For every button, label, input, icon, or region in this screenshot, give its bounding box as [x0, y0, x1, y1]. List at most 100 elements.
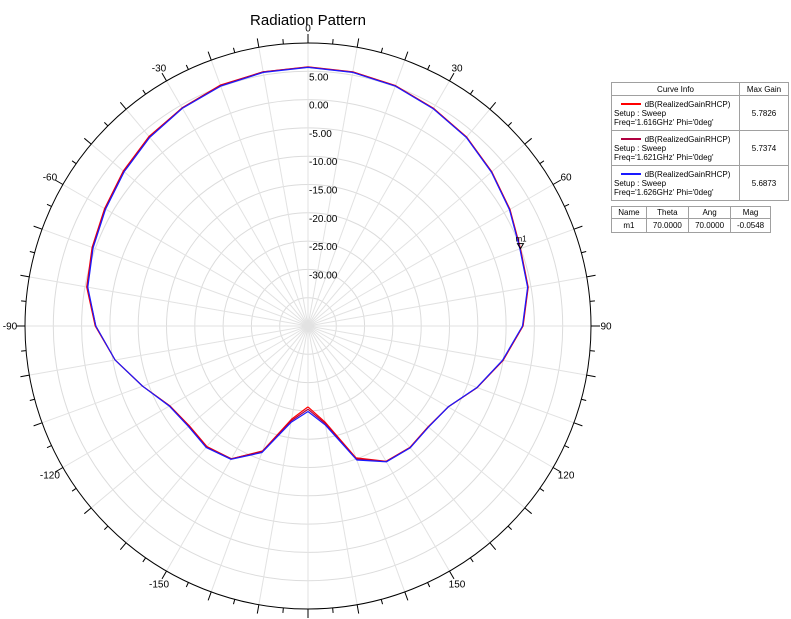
angle-tick	[54, 179, 64, 185]
grid-spoke	[307, 325, 450, 572]
polar-grid	[24, 42, 592, 610]
angle-tick	[586, 274, 596, 278]
angle-label: -90	[3, 322, 18, 333]
legend-freq: Freq='1.616GHz' Phi='0deg'	[614, 117, 714, 127]
grid-spoke	[307, 325, 587, 376]
angle-tick	[83, 507, 92, 515]
legend-entry: dB(RealizedGainRHCP) Setup : Sweep Freq=…	[611, 95, 740, 131]
angle-tick	[20, 374, 30, 378]
gain-curves	[86, 66, 529, 463]
grid-spoke	[41, 228, 309, 327]
marker-table: Name Theta Ang Mag m1 70.0000 70.0000 -0…	[611, 206, 771, 233]
angle-tick	[581, 398, 587, 402]
grid-spoke	[90, 325, 309, 509]
grid-spoke	[166, 325, 309, 572]
series-line-3	[87, 66, 529, 463]
grid-spoke	[125, 108, 309, 327]
angle-label: 0	[305, 24, 311, 35]
angle-tick	[564, 445, 570, 449]
grid-spoke	[62, 184, 309, 327]
angle-tick	[564, 203, 570, 207]
angle-tick	[29, 398, 35, 402]
angle-tick	[356, 604, 360, 614]
legend-row[interactable]: dB(RealizedGainRHCP) Setup : Sweep Freq=…	[611, 95, 789, 131]
grid-spoke	[90, 143, 309, 327]
legend-entry: dB(RealizedGainRHCP) Setup : Sweep Freq=…	[611, 130, 740, 166]
polar-tick-marks	[16, 34, 600, 618]
grid-spoke	[307, 325, 526, 509]
curve-info-header: Curve Info	[611, 82, 740, 96]
legend-row[interactable]: dB(RealizedGainRHCP) Setup : Sweep Freq=…	[611, 165, 789, 201]
grid-spoke	[307, 108, 491, 327]
grid-spoke	[29, 325, 309, 376]
angle-label: -150	[149, 580, 169, 591]
angle-tick	[103, 525, 109, 531]
grid-spoke	[307, 143, 526, 327]
angle-tick	[380, 47, 384, 53]
radial-tick-label: -15.00	[309, 186, 338, 197]
radial-tick-label: -25.00	[309, 242, 338, 253]
angle-tick	[469, 557, 474, 563]
angle-tick	[207, 51, 212, 61]
angle-tick	[232, 599, 236, 605]
legend-curve-name: dB(RealizedGainRHCP)	[644, 99, 731, 109]
angle-label: -30	[152, 63, 167, 74]
angle-tick	[507, 121, 513, 127]
angle-tick	[71, 160, 77, 165]
grid-spoke	[258, 325, 309, 605]
legend-swatch	[620, 173, 641, 176]
grid-spoke	[307, 184, 554, 327]
marker-symbol	[516, 243, 525, 250]
marker-col-ang: Ang	[687, 206, 732, 219]
grid-spoke	[307, 325, 575, 424]
angle-tick	[489, 542, 497, 551]
angle-tick	[404, 51, 409, 61]
curve-info-legend: Curve Info Max Gain dB(RealizedGainRHCP)…	[611, 82, 789, 201]
angle-tick	[54, 467, 64, 473]
angle-label: -60	[43, 173, 58, 184]
legend-freq: Freq='1.626GHz' Phi='0deg'	[614, 187, 714, 197]
angle-tick	[380, 599, 384, 605]
radial-tick-label: -30.00	[309, 270, 338, 281]
marker-mag: -0.0548	[730, 218, 771, 233]
angle-tick	[103, 121, 109, 127]
grid-spoke	[307, 325, 358, 605]
marker-ang: 70.0000	[687, 218, 732, 233]
angle-tick	[507, 525, 513, 531]
marker-col-theta: Theta	[645, 206, 689, 219]
angle-tick	[539, 487, 545, 492]
angle-label: 90	[600, 322, 612, 333]
radial-tick-label: -20.00	[309, 214, 338, 225]
angle-tick	[33, 422, 43, 427]
angle-tick	[46, 203, 52, 207]
radial-tick-label: -5.00	[309, 129, 332, 140]
grid-spoke	[307, 80, 450, 327]
angle-tick	[161, 570, 167, 580]
marker-m1[interactable]: m1	[515, 235, 527, 250]
angle-tick	[586, 374, 596, 378]
angle-tick	[46, 445, 52, 449]
legend-max-gain: 5.6873	[739, 165, 789, 201]
radial-tick-label: 0.00	[309, 101, 329, 112]
angle-tick	[573, 225, 583, 230]
angle-tick	[539, 160, 545, 165]
angle-tick	[489, 101, 497, 110]
angle-label: 150	[449, 580, 466, 591]
legend-swatch	[620, 138, 641, 141]
marker-label: m1	[515, 235, 527, 244]
grid-spoke	[125, 325, 309, 544]
legend-entry: dB(RealizedGainRHCP) Setup : Sweep Freq=…	[611, 165, 740, 201]
legend-row[interactable]: dB(RealizedGainRHCP) Setup : Sweep Freq=…	[611, 130, 789, 166]
marker-row[interactable]: m1 70.0000 70.0000 -0.0548	[611, 218, 771, 233]
chart-title: Radiation Pattern	[250, 12, 366, 29]
marker-col-mag: Mag	[730, 206, 771, 219]
marker-col-name: Name	[611, 206, 647, 219]
angle-tick	[119, 542, 127, 551]
angle-tick	[524, 137, 533, 145]
grid-spoke	[41, 325, 309, 424]
legend-freq: Freq='1.621GHz' Phi='0deg'	[614, 152, 714, 162]
radial-labels: 5.00 0.00 -5.00 -10.00 -15.00 -20.00 -25.00 -30…	[309, 72, 338, 281]
legend-max-gain: 5.7826	[739, 95, 789, 131]
angle-tick	[119, 101, 127, 110]
